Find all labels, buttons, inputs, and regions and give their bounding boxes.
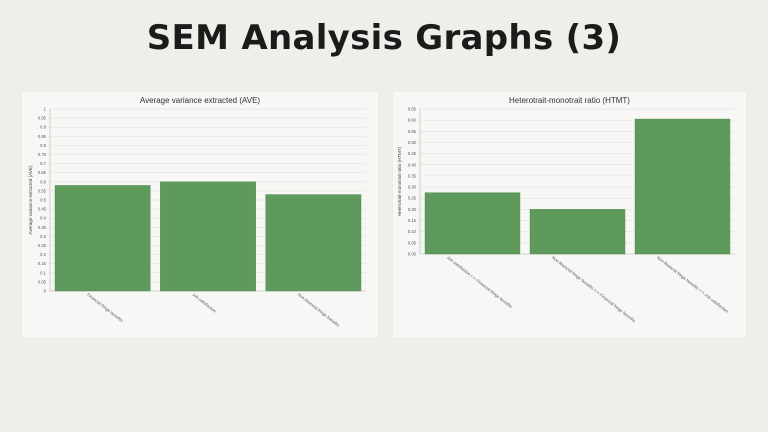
htmt-y-tick-label: 0.05 [408, 240, 417, 245]
htmt-y-tick-label: 0.00 [408, 252, 417, 257]
ave-y-tick-label: 0.4 [40, 216, 46, 221]
ave-y-tick-label: 0.8 [40, 143, 46, 148]
ave-y-tick-label: 0.6 [40, 179, 46, 184]
htmt-category-label: Non-financial fringe benefits <-> Job sa… [656, 255, 730, 314]
ave-y-axis-label: Average variance extracted (AVE) [28, 165, 33, 234]
ave-y-tick-label: 0 [44, 289, 47, 294]
htmt-chart-title: Heterotrait-monotrait ratio (HTMT) [509, 96, 630, 105]
htmt-y-tick-label: 0.60 [408, 118, 417, 123]
ave-y-tick-label: 0.85 [38, 134, 47, 139]
ave-y-tick-label: 0.95 [38, 116, 47, 121]
htmt-category-label: Job satisfaction <-> Financial fringe be… [446, 255, 513, 309]
ave-category-label: Job satisfaction [191, 292, 217, 314]
ave-category-label: Financial fringe benefits [86, 292, 124, 323]
ave-y-tick-label: 0.55 [38, 188, 47, 193]
ave-bar [160, 181, 256, 292]
htmt-chart: Heterotrait-monotrait ratio (HTMT) 0.00 0.… [397, 96, 735, 323]
ave-y-tick-label: 0.05 [38, 279, 47, 284]
htmt-y-tick-label: 0.45 [408, 151, 417, 156]
htmt-y-tick-label: 0.65 [408, 107, 417, 112]
ave-y-tick-label: 0.75 [38, 152, 47, 157]
ave-y-tick-label: 0.7 [40, 161, 46, 166]
ave-chart-title: Average variance extracted (AVE) [140, 96, 261, 105]
htmt-y-tick-label: 0.55 [408, 129, 417, 134]
htmt-y-axis-label: Heterotrait-monotrait ratio (HTMT) [397, 146, 402, 216]
ave-chart-panel: Average variance extracted (AVE) 0 0.05 0.1… [22, 92, 378, 338]
htmt-y-tick-label: 0.20 [408, 207, 417, 212]
ave-y-tick-label: 0.2 [40, 252, 46, 257]
ave-bar [265, 194, 362, 292]
htmt-bar [529, 209, 626, 255]
ave-bar [54, 185, 151, 292]
ave-y-tick-label: 0.5 [40, 198, 46, 203]
ave-y-tick-label: 0.1 [40, 270, 46, 275]
ave-y-tick-label: 1 [44, 107, 47, 112]
ave-y-tick-label: 0.9 [40, 125, 46, 130]
htmt-y-tick-label: 0.15 [408, 218, 417, 223]
ave-y-tick-label: 0.35 [38, 225, 47, 230]
htmt-y-tick-label: 0.35 [408, 173, 417, 178]
ave-category-label: Non-financial fringe benefits [297, 292, 341, 328]
htmt-bar [634, 118, 731, 255]
htmt-y-tick-label: 0.50 [408, 140, 417, 145]
htmt-category-label: Non-financial fringe benefits <-> Financ… [551, 255, 637, 323]
htmt-chart-panel: Heterotrait-monotrait ratio (HTMT) 0.00 0.… [393, 92, 746, 338]
htmt-bar [424, 192, 521, 255]
ave-y-tick-label: 0.65 [38, 170, 47, 175]
ave-y-tick-label: 0.25 [38, 243, 47, 248]
ave-y-tick-label: 0.45 [38, 207, 47, 212]
ave-y-tick-label: 0.3 [40, 234, 46, 239]
ave-y-tick-label: 0.15 [38, 261, 47, 266]
htmt-y-tick-label: 0.10 [408, 229, 417, 234]
htmt-y-tick-label: 0.40 [408, 162, 417, 167]
page-title: SEM Analysis Graphs (3) [146, 18, 622, 58]
htmt-y-tick-label: 0.25 [408, 196, 417, 201]
htmt-y-tick-label: 0.30 [408, 185, 417, 190]
ave-chart: Average variance extracted (AVE) 0 0.05 0.1… [28, 96, 366, 328]
